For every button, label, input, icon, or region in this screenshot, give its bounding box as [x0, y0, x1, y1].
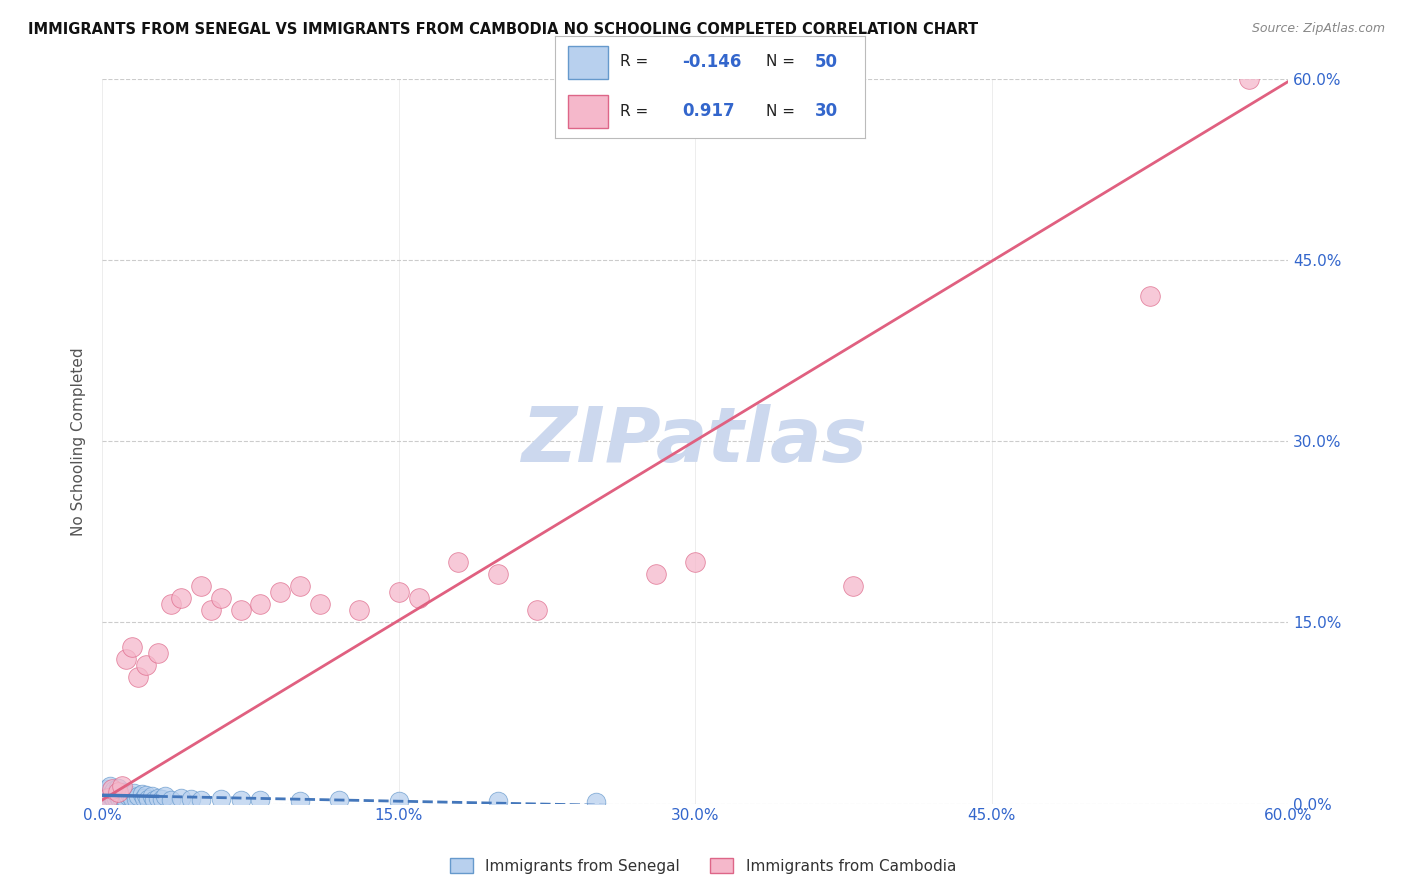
Point: [105, 790, 128, 805]
Point: [131, 787, 153, 801]
Point: [121, 790, 143, 805]
Text: N =: N =: [766, 54, 800, 70]
Point: [125, 792, 148, 806]
Text: 30: 30: [815, 102, 838, 120]
Point: [288, 579, 311, 593]
Point: [127, 670, 149, 684]
Point: [101, 786, 124, 800]
Point: [229, 603, 252, 617]
Point: [170, 790, 193, 805]
Point: [160, 598, 183, 612]
Point: [347, 603, 370, 617]
Point: [155, 789, 177, 804]
Text: Source: ZipAtlas.com: Source: ZipAtlas.com: [1251, 22, 1385, 36]
Point: [107, 780, 129, 795]
Point: [288, 794, 311, 808]
Point: [388, 585, 411, 599]
Point: [200, 603, 222, 617]
Point: [111, 792, 134, 806]
Point: [103, 792, 125, 806]
Point: [190, 793, 212, 807]
Point: [486, 794, 509, 808]
Text: IMMIGRANTS FROM SENEGAL VS IMMIGRANTS FROM CAMBODIA NO SCHOOLING COMPLETED CORRE: IMMIGRANTS FROM SENEGAL VS IMMIGRANTS FR…: [28, 22, 979, 37]
Text: ZIPatlas: ZIPatlas: [522, 404, 869, 478]
Point: [122, 786, 145, 800]
Legend: Immigrants from Senegal, Immigrants from Cambodia: Immigrants from Senegal, Immigrants from…: [444, 852, 962, 880]
Point: [526, 603, 548, 617]
Point: [135, 788, 157, 802]
Y-axis label: No Schooling Completed: No Schooling Completed: [72, 347, 86, 535]
Point: [685, 555, 707, 569]
Text: 50: 50: [815, 53, 838, 70]
Point: [447, 555, 470, 569]
Text: R =: R =: [620, 54, 654, 70]
Point: [160, 793, 183, 807]
Text: R =: R =: [620, 103, 654, 119]
Point: [249, 598, 271, 612]
Point: [249, 793, 271, 807]
Point: [1139, 289, 1161, 303]
Point: [96, 782, 118, 797]
Point: [107, 789, 129, 804]
FancyBboxPatch shape: [568, 46, 607, 78]
Text: 0.917: 0.917: [682, 102, 735, 120]
Point: [209, 591, 232, 606]
Point: [190, 579, 212, 593]
Point: [328, 793, 350, 807]
Point: [121, 640, 143, 654]
Point: [112, 784, 135, 798]
Point: [97, 784, 120, 798]
Point: [209, 792, 232, 806]
Point: [108, 793, 131, 807]
Point: [1237, 72, 1260, 87]
Point: [111, 788, 134, 802]
Point: [98, 788, 121, 802]
Point: [308, 598, 330, 612]
Point: [269, 585, 291, 599]
Point: [408, 591, 430, 606]
Point: [136, 792, 159, 806]
Point: [170, 591, 193, 606]
Point: [97, 790, 120, 805]
Point: [180, 792, 202, 806]
Point: [115, 793, 138, 807]
Point: [585, 796, 607, 810]
Point: [103, 783, 125, 797]
Point: [146, 646, 169, 660]
Point: [101, 789, 124, 804]
Point: [486, 567, 509, 582]
Point: [105, 787, 128, 801]
Text: N =: N =: [766, 103, 800, 119]
Point: [644, 567, 666, 582]
Point: [97, 793, 120, 807]
Point: [141, 789, 163, 804]
Point: [842, 579, 865, 593]
FancyBboxPatch shape: [568, 95, 607, 128]
Point: [115, 651, 138, 665]
Point: [112, 790, 135, 805]
Point: [135, 657, 157, 672]
Point: [117, 789, 139, 804]
Point: [101, 782, 124, 797]
Point: [388, 794, 411, 808]
Point: [107, 784, 129, 798]
Point: [229, 793, 252, 807]
Point: [146, 790, 169, 805]
Point: [118, 788, 141, 802]
Point: [108, 786, 131, 800]
Point: [142, 793, 165, 807]
Point: [115, 787, 138, 801]
Point: [98, 779, 121, 793]
Point: [93, 787, 115, 801]
Point: [111, 779, 134, 793]
Point: [150, 792, 173, 806]
Text: -0.146: -0.146: [682, 53, 741, 70]
Point: [96, 790, 118, 805]
Point: [127, 789, 149, 804]
Point: [132, 790, 155, 805]
